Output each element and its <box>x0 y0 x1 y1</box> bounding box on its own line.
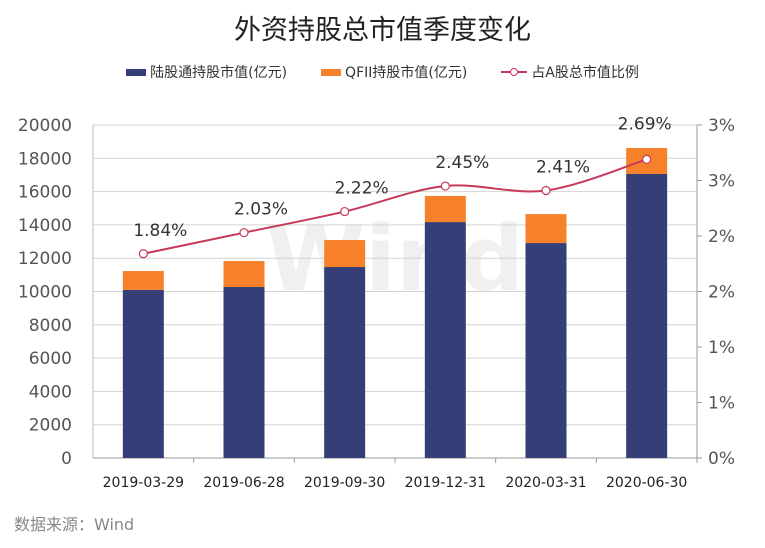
chart-title: 外资持股总市值季度变化 <box>234 15 531 46</box>
ratio-point <box>239 228 249 238</box>
y-tick-label: 14000 <box>18 216 72 236</box>
y-tick-label: 8000 <box>29 316 72 336</box>
x-tick-label: 2019-03-29 <box>103 475 184 491</box>
ratio-point <box>138 249 148 259</box>
bar-segment <box>122 289 164 458</box>
y2-tick-label: 1% <box>708 338 735 358</box>
x-tick-label: 2020-06-30 <box>606 475 687 491</box>
bar-segment <box>324 267 366 458</box>
watermark: Wind <box>266 207 525 312</box>
y2-tick-label: 3% <box>708 172 735 192</box>
bar-segment <box>424 195 466 223</box>
bar-segment <box>424 222 466 458</box>
x-tick-label: 2019-09-30 <box>304 475 385 491</box>
bar-segment <box>223 261 265 288</box>
y2-tick-label: 2% <box>708 227 735 247</box>
ratio-point <box>440 181 450 191</box>
y-tick-label: 20000 <box>18 116 72 136</box>
legend-label: 陆股通持股市值(亿元) <box>150 65 288 81</box>
bar-segment <box>324 240 366 268</box>
legend-swatch <box>126 68 147 76</box>
y-tick-label: 12000 <box>18 249 72 269</box>
data-label: 2.22% <box>335 179 389 199</box>
ratio-point <box>642 154 652 165</box>
data-label: 1.84% <box>133 221 187 241</box>
data-label: 2.69% <box>618 114 672 134</box>
bar-segment <box>525 214 567 244</box>
ratio-point <box>541 185 551 196</box>
y-tick-label: 10000 <box>18 283 72 303</box>
legend-item-qfii: QFII持股市值(亿元) <box>321 62 467 82</box>
y-tick-label: 16000 <box>18 183 72 203</box>
legend: 陆股通持股市值(亿元) QFII持股市值(亿元) 占A股总市值比例 <box>0 62 765 82</box>
ratio-line <box>143 158 647 255</box>
y-tick-label: 18000 <box>18 149 72 169</box>
ratio-point <box>340 206 350 217</box>
y-tick-label: 0 <box>61 449 72 469</box>
y2-tick-label: 3% <box>708 116 735 136</box>
y2-tick-label: 1% <box>708 394 735 414</box>
data-label: 2.45% <box>435 153 489 173</box>
y-tick-label: 6000 <box>29 349 72 369</box>
legend-label: QFII持股市值(亿元) <box>345 65 468 81</box>
legend-item-ratio: 占A股总市值比例 <box>501 62 639 82</box>
bar-segment <box>223 287 265 458</box>
bar-segment <box>122 271 164 290</box>
bar-segment <box>525 243 567 458</box>
data-label: 2.41% <box>536 157 590 177</box>
y-tick-label: 2000 <box>29 416 72 436</box>
x-tick-label: 2019-06-28 <box>203 475 284 491</box>
source-note: 数据来源：Wind <box>14 515 135 534</box>
x-tick-label: 2020-03-31 <box>505 475 586 491</box>
y2-tick-label: 2% <box>708 283 735 303</box>
legend-swatch <box>321 68 342 76</box>
legend-item-stock-connect: 陆股通持股市值(亿元) <box>126 62 287 82</box>
bar-segment <box>626 173 668 459</box>
y-tick-label: 4000 <box>29 382 72 402</box>
legend-label: 占A股总市值比例 <box>531 65 639 81</box>
x-tick-label: 2019-12-31 <box>405 475 486 491</box>
legend-line-marker <box>501 68 528 76</box>
data-label: 2.03% <box>234 200 288 220</box>
y2-tick-label: 0% <box>708 449 735 469</box>
